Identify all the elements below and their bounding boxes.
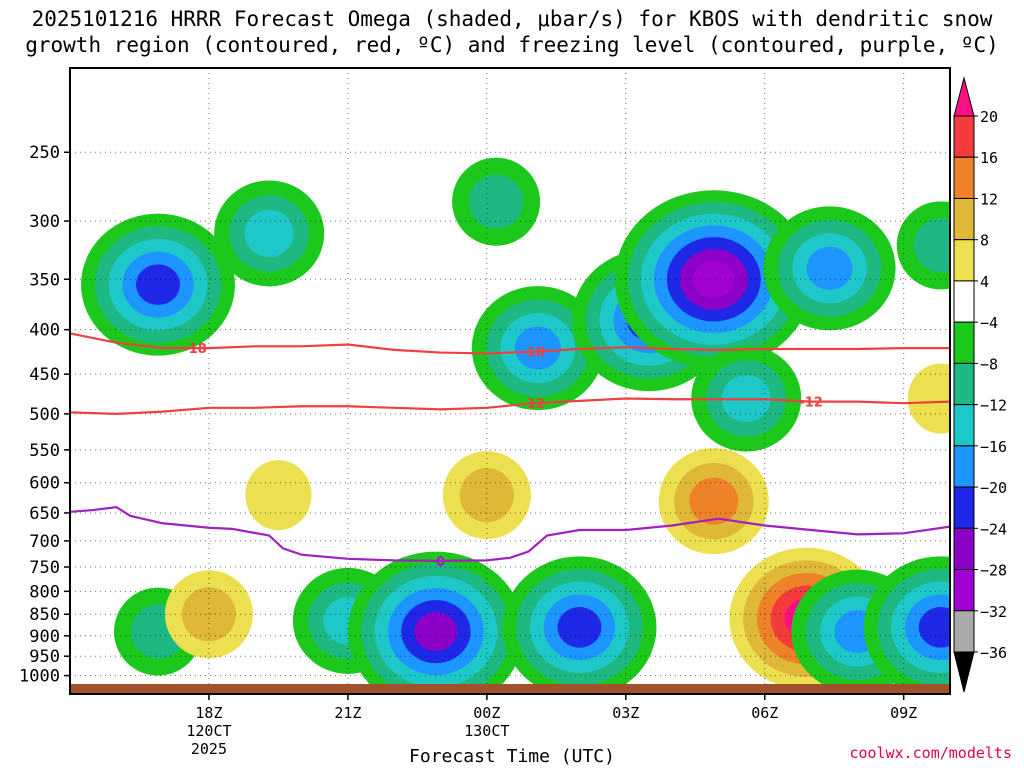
colorbar-label: −36	[980, 644, 1007, 662]
omega-feature	[245, 460, 312, 531]
omega-feature	[214, 180, 325, 287]
colorbar-label: −32	[980, 603, 1007, 621]
colorbar: 20 16 12 8 4 −4 −8 −12 −16 −20 −24 −28 −32 −36	[953, 76, 1007, 693]
y-tick-label: 300	[29, 212, 60, 232]
contour-line	[70, 332, 950, 355]
colorbar-label: 12	[980, 190, 998, 208]
y-tick-label: 350	[29, 270, 60, 290]
contour-label: -12	[799, 396, 823, 411]
colorbar-top-arrow	[953, 76, 975, 117]
y-tick-label: 450	[29, 365, 60, 385]
colorbar-segment	[953, 362, 975, 406]
x-tick-label: 03Z	[612, 704, 639, 722]
x-tick-label: 130CT	[464, 722, 509, 740]
contour-line	[70, 505, 950, 562]
y-tick-label: 1000	[19, 667, 60, 687]
x-tick-label: 09Z	[890, 704, 917, 722]
colorbar-segment	[953, 445, 975, 488]
colorbar-label: −28	[980, 562, 1007, 580]
contour-label: 0	[436, 555, 445, 570]
x-tick-label: 06Z	[751, 704, 778, 722]
colorbar-segment	[953, 610, 975, 653]
colorbar-segment	[953, 280, 975, 323]
colorbar-label: 16	[980, 149, 998, 167]
y-axis: 2503003504004505005506006507007508008509…	[19, 143, 70, 687]
colorbar-segment	[953, 486, 975, 529]
omega-feature	[347, 551, 524, 694]
grid-lines	[70, 68, 950, 694]
omega-feature	[471, 286, 604, 411]
y-tick-label: 750	[29, 558, 60, 578]
colorbar-label: −16	[980, 438, 1007, 456]
omega-feature	[614, 190, 813, 369]
y-tick-label: 700	[29, 532, 60, 552]
y-tick-label: 500	[29, 405, 60, 425]
omega-feature	[502, 556, 657, 694]
omega-feature	[763, 206, 896, 331]
y-tick-label: 950	[29, 647, 60, 667]
ground-bar	[70, 684, 950, 694]
colorbar-segment	[953, 569, 975, 612]
chart-title: 2025101216 HRRR Forecast Omega (shaded, …	[0, 6, 1024, 58]
watermark: coolwx.com/modelts	[849, 744, 1012, 762]
title-line-1: 2025101216 HRRR Forecast Omega (shaded, …	[31, 7, 993, 31]
x-tick-label: 2025	[191, 740, 227, 758]
x-tick-label: 120CT	[186, 722, 231, 740]
y-tick-label: 800	[29, 582, 60, 602]
colorbar-segment	[953, 197, 975, 241]
colorbar-label: −8	[980, 355, 998, 373]
colorbar-segment	[953, 321, 975, 364]
omega-field	[70, 68, 950, 694]
contour-line	[70, 397, 950, 416]
x-tick-label: 18Z	[195, 704, 222, 722]
omega-feature	[452, 157, 541, 246]
y-tick-label: 400	[29, 321, 60, 341]
y-tick-label: 850	[29, 605, 60, 625]
colorbar-segment	[953, 527, 975, 571]
plot-frame	[69, 67, 951, 695]
y-tick-label: 900	[29, 627, 60, 647]
y-tick-label: 250	[29, 143, 60, 163]
contour-label: -18	[521, 346, 545, 361]
colorbar-segment	[953, 115, 975, 158]
omega-feature	[658, 448, 769, 555]
y-tick-label: 550	[29, 441, 60, 461]
colorbar-label: −4	[980, 314, 998, 332]
omega-feature	[896, 201, 950, 290]
colorbar-label: −12	[980, 397, 1007, 415]
omega-feature	[81, 213, 235, 356]
omega-feature	[907, 363, 950, 434]
contour-lines: -18 -18 -12 -12 0	[70, 332, 950, 570]
colorbar-bottom-arrow	[953, 651, 975, 693]
colorbar-label: 4	[980, 273, 989, 291]
y-tick-label: 600	[29, 474, 60, 494]
colorbar-segment	[953, 156, 975, 199]
x-tick-label: 00Z	[473, 704, 500, 722]
colorbar-segment	[953, 239, 975, 282]
y-tick-label: 650	[29, 504, 60, 524]
contour-label: -12	[521, 397, 545, 412]
x-tick-label: 21Z	[334, 704, 361, 722]
x-axis-label: Forecast Time (UTC)	[409, 746, 615, 767]
colorbar-label: −24	[980, 520, 1007, 538]
colorbar-segment	[953, 404, 975, 447]
title-line-2: growth region (contoured, red, ºC) and f…	[25, 33, 999, 57]
colorbar-label: 20	[980, 108, 998, 126]
omega-feature	[442, 451, 531, 540]
colorbar-label: −20	[980, 479, 1007, 497]
colorbar-label: 8	[980, 232, 989, 250]
contour-label: -18	[183, 342, 207, 357]
